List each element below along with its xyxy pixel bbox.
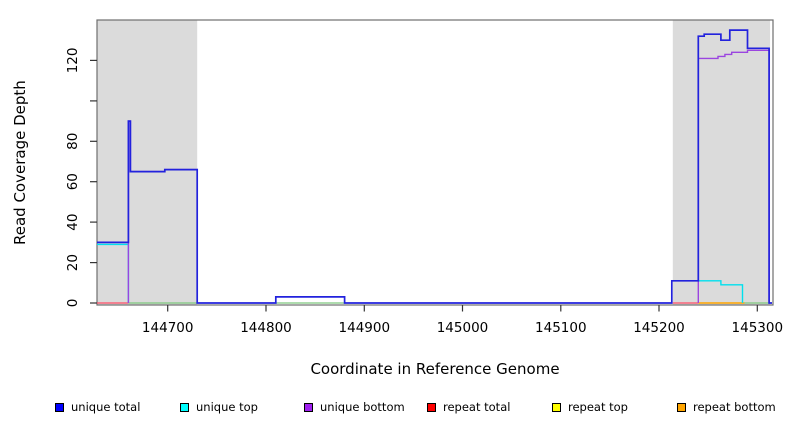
x-tick-label: 145100 (535, 320, 587, 336)
highlight-band (672, 20, 771, 305)
series-unique-top (698, 280, 744, 303)
y-tick-label: 40 (65, 214, 81, 231)
series-unique-total (97, 29, 772, 304)
x-tick-label: 145000 (437, 320, 489, 336)
y-tick-label: 20 (65, 254, 81, 271)
y-tick-label: 60 (65, 173, 81, 190)
x-tick-label: 144800 (240, 320, 292, 336)
y-tick-label: 120 (65, 48, 81, 74)
y-tick-label: 80 (65, 133, 81, 150)
x-tick-label: 144700 (142, 320, 194, 336)
y-tick-label: 0 (65, 299, 81, 308)
x-tick-label: 145200 (633, 320, 685, 336)
x-tick-label: 145300 (732, 320, 784, 336)
x-tick-label: 144900 (339, 320, 391, 336)
highlight-band (97, 20, 198, 305)
series-unique-bottom (697, 49, 770, 303)
x-axis-title: Coordinate in Reference Genome (310, 360, 560, 378)
plot-border (96, 19, 774, 306)
y-axis-title: Read Coverage Depth (11, 80, 29, 245)
